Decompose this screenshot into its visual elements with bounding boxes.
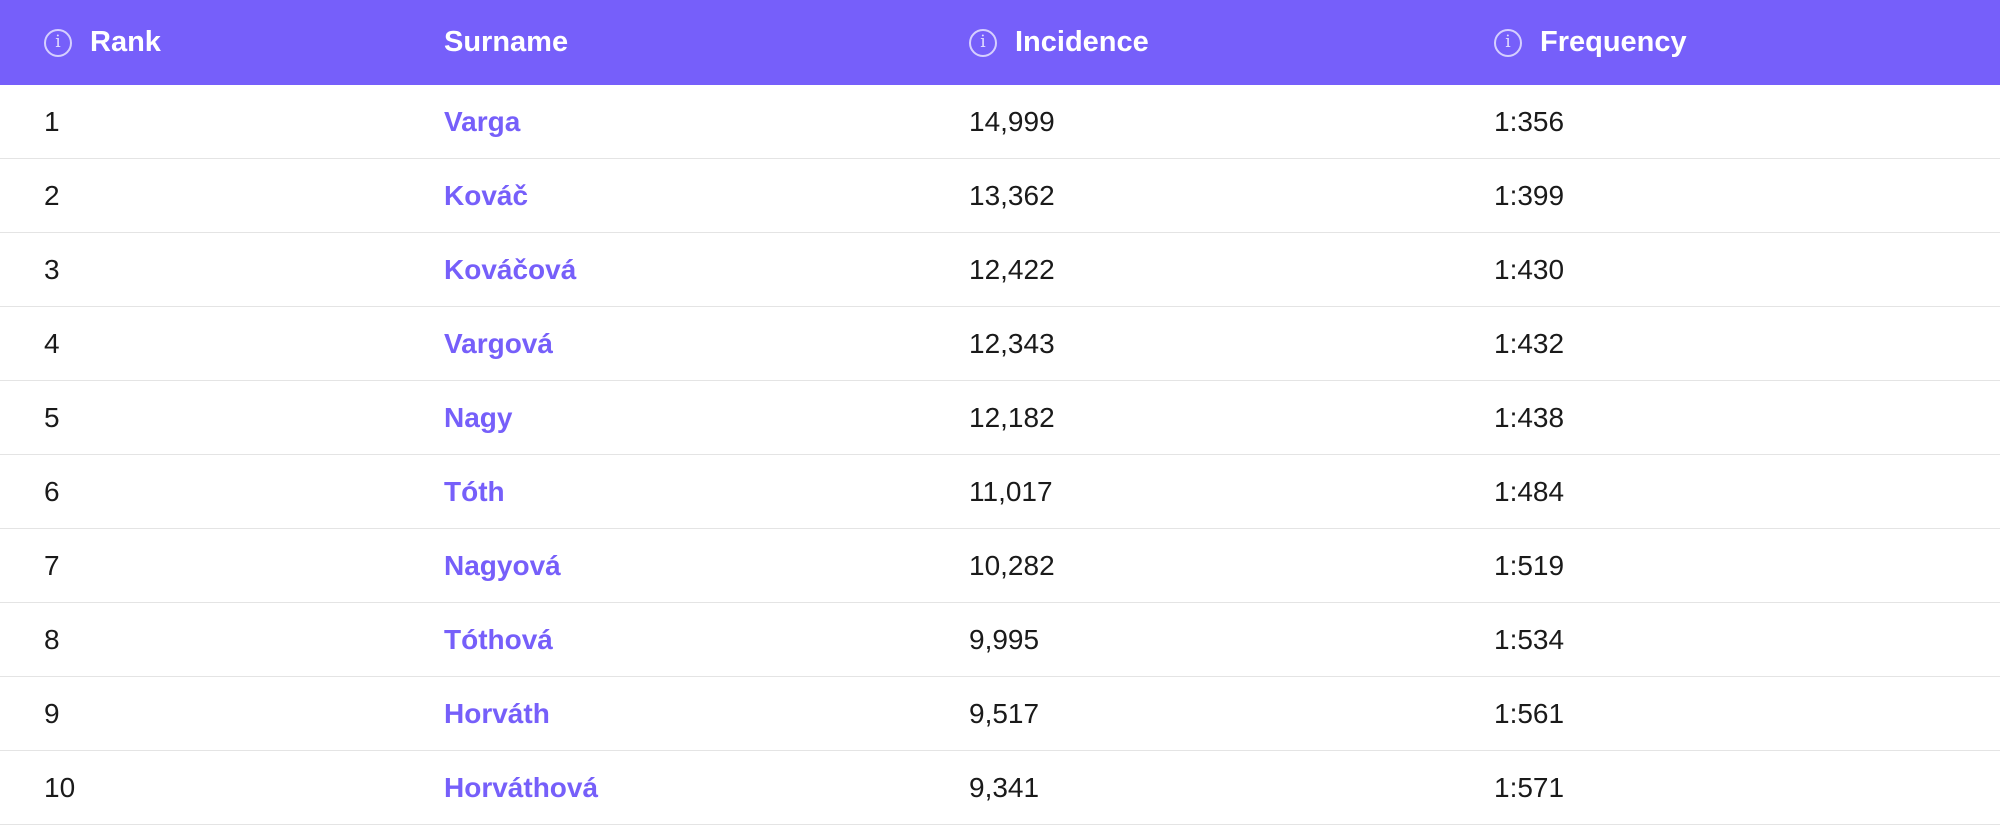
incidence-cell: 14,999 — [969, 105, 1055, 137]
surname-link[interactable]: Horváth — [444, 697, 550, 729]
info-icon[interactable]: i — [1494, 28, 1522, 57]
header-surname: Surname — [444, 26, 969, 59]
frequency-cell: 1:399 — [1494, 179, 1565, 211]
surname-cell: Nagyová — [444, 550, 969, 582]
frequency-cell: 1:356 — [1494, 105, 1565, 137]
table-row: 3 Kováčová 12,422 1:430 — [0, 233, 2000, 307]
rank-cell: 7 — [44, 549, 60, 581]
surname-link[interactable]: Kováč — [444, 179, 529, 211]
rank-cell: 5 — [44, 401, 60, 433]
frequency-cell: 1:432 — [1494, 327, 1565, 359]
surname-cell: Kováč — [444, 180, 969, 212]
surname-link[interactable]: Tóth — [444, 475, 505, 507]
surname-link[interactable]: Tóthová — [444, 623, 553, 655]
surname-link[interactable]: Varga — [444, 105, 521, 137]
table-row: 8 Tóthová 9,995 1:534 — [0, 603, 2000, 677]
surname-cell: Horváthová — [444, 772, 969, 804]
frequency-cell: 1:571 — [1494, 771, 1565, 803]
header-incidence-label: Incidence — [1015, 26, 1149, 58]
header-surname-label: Surname — [444, 26, 569, 58]
table-row: 9 Horváth 9,517 1:561 — [0, 677, 2000, 751]
table-header: i Rank Surname i Incidence i Frequency — [0, 0, 2000, 85]
table-row: 1 Varga 14,999 1:356 — [0, 85, 2000, 159]
table-row: 7 Nagyová 10,282 1:519 — [0, 529, 2000, 603]
rank-cell: 8 — [44, 623, 60, 655]
incidence-cell: 12,343 — [969, 327, 1055, 359]
header-rank-label: Rank — [90, 26, 161, 58]
header-rank: i Rank — [0, 26, 444, 59]
incidence-cell: 9,341 — [969, 771, 1040, 803]
frequency-cell: 1:561 — [1494, 697, 1565, 729]
rank-cell: 4 — [44, 327, 60, 359]
incidence-cell: 11,017 — [969, 475, 1053, 507]
surname-cell: Tóthová — [444, 624, 969, 656]
surname-cell: Horváth — [444, 698, 969, 730]
incidence-cell: 9,995 — [969, 623, 1040, 655]
frequency-cell: 1:534 — [1494, 623, 1565, 655]
surname-link[interactable]: Nagy — [444, 401, 513, 433]
rank-cell: 3 — [44, 253, 60, 285]
info-icon[interactable]: i — [969, 28, 997, 57]
surname-cell: Varga — [444, 106, 969, 138]
surname-link[interactable]: Kováčová — [444, 253, 577, 285]
frequency-cell: 1:519 — [1494, 549, 1565, 581]
surname-link[interactable]: Vargová — [444, 327, 553, 359]
frequency-cell: 1:430 — [1494, 253, 1565, 285]
frequency-cell: 1:438 — [1494, 401, 1565, 433]
surname-cell: Nagy — [444, 402, 969, 434]
rank-cell: 1 — [44, 105, 60, 137]
surname-cell: Vargová — [444, 328, 969, 360]
surname-link[interactable]: Nagyová — [444, 549, 561, 581]
table-row: 5 Nagy 12,182 1:438 — [0, 381, 2000, 455]
rank-cell: 2 — [44, 179, 60, 211]
surname-cell: Tóth — [444, 476, 969, 508]
surname-cell: Kováčová — [444, 254, 969, 286]
incidence-cell: 13,362 — [969, 179, 1055, 211]
table-row: 2 Kováč 13,362 1:399 — [0, 159, 2000, 233]
incidence-cell: 9,517 — [969, 697, 1040, 729]
incidence-cell: 10,282 — [969, 549, 1055, 581]
incidence-cell: 12,422 — [969, 253, 1055, 285]
rank-cell: 10 — [44, 771, 76, 803]
header-frequency: i Frequency — [1494, 26, 2000, 59]
header-incidence: i Incidence — [969, 26, 1494, 59]
rank-cell: 9 — [44, 697, 60, 729]
info-icon[interactable]: i — [44, 28, 72, 57]
incidence-cell: 12,182 — [969, 401, 1055, 433]
table-row: 6 Tóth 11,017 1:484 — [0, 455, 2000, 529]
table-row: 4 Vargová 12,343 1:432 — [0, 307, 2000, 381]
table-row: 10 Horváthová 9,341 1:571 — [0, 751, 2000, 825]
rank-cell: 6 — [44, 475, 60, 507]
surname-link[interactable]: Horváthová — [444, 771, 599, 803]
frequency-cell: 1:484 — [1494, 475, 1565, 507]
header-frequency-label: Frequency — [1540, 26, 1687, 58]
table-body: 1 Varga 14,999 1:356 2 Kováč 13,362 1:399 3 Kováč… — [0, 85, 2000, 825]
